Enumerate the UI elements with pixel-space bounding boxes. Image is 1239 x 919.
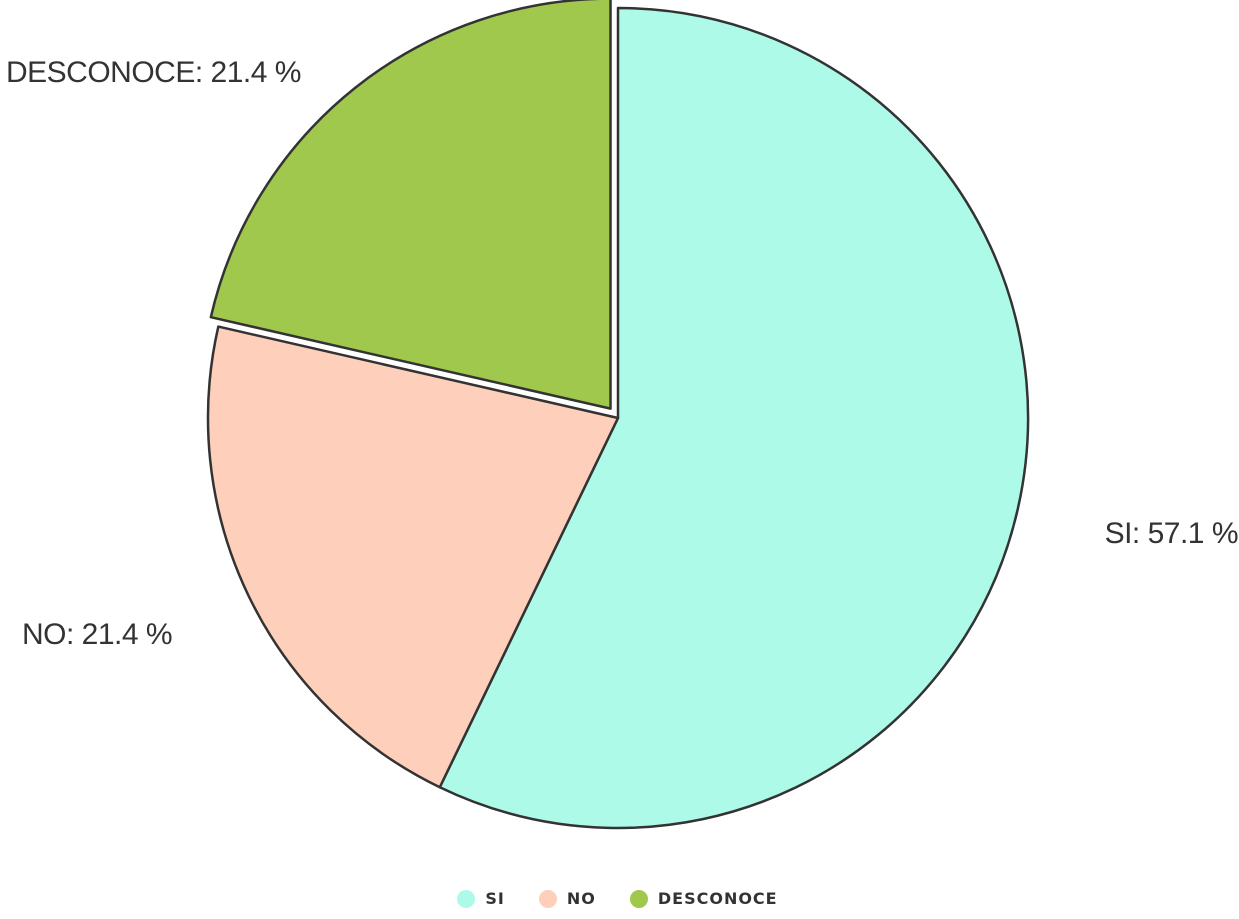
pie-slice-desconoce[interactable] [209, 0, 612, 410]
legend-item-desconoce[interactable]: DESCONOCE [629, 889, 778, 908]
chart-legend: SI NO DESCONOCE [0, 889, 1237, 908]
slice-label-si: SI: 57.1 % [1105, 517, 1238, 550]
legend-swatch-desconoce [629, 889, 648, 908]
slice-label-no: NO: 21.4 % [22, 618, 172, 651]
slice-label-desconoce: DESCONOCE: 21.4 % [6, 56, 301, 89]
legend-label-si: SI [485, 889, 505, 908]
legend-label-desconoce: DESCONOCE [657, 889, 778, 908]
legend-item-no[interactable]: NO [538, 889, 596, 908]
legend-swatch-no [538, 889, 557, 908]
pie-slice-si[interactable] [438, 6, 1030, 830]
legend-label-no: NO [566, 889, 596, 908]
pie-labels: SI: 57.1 % NO: 21.4 % DESCONOCE: 21.4 % [6, 56, 1239, 651]
legend-swatch-si [457, 889, 476, 908]
pie-slices [206, 0, 1030, 830]
legend-item-si[interactable]: SI [457, 889, 504, 908]
pie-slice-no[interactable] [206, 325, 620, 789]
